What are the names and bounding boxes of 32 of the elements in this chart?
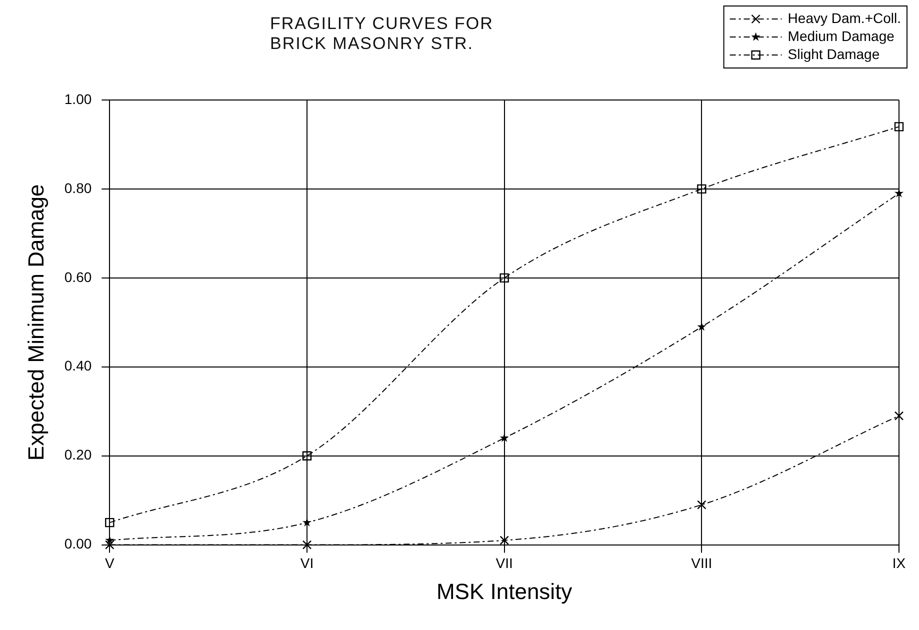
- point: [697, 500, 706, 510]
- y-tick-label: 0.00: [64, 536, 92, 552]
- x-tick-label: VII: [496, 555, 513, 572]
- y-tick-label: 0.40: [64, 358, 92, 374]
- point: [894, 411, 904, 420]
- point: [500, 273, 509, 283]
- point: [500, 536, 509, 545]
- legend-label: Medium Damage: [788, 28, 895, 44]
- y-tick-label: 0.20: [64, 446, 92, 463]
- point: [697, 322, 706, 331]
- y-tick-label: 1.00: [64, 90, 92, 107]
- point: [697, 184, 706, 194]
- point: [302, 540, 312, 550]
- point: [105, 518, 114, 528]
- legend-label: Heavy Dam.+Coll.: [788, 10, 901, 26]
- x-tick-label: IX: [892, 555, 906, 572]
- y-axis-title: Expected Minimum Damage: [23, 184, 48, 461]
- y-tick-label: 0.80: [64, 180, 92, 196]
- point: [105, 540, 114, 550]
- point: [105, 536, 114, 544]
- x-tick-label: VI: [300, 555, 314, 572]
- point: [894, 188, 904, 198]
- point: [302, 518, 312, 526]
- x-tick-label: V: [104, 555, 115, 572]
- point: [302, 451, 312, 460]
- point: [500, 433, 509, 442]
- x-tick-label: VIII: [691, 555, 712, 572]
- y-tick-label: 0.60: [64, 268, 92, 285]
- point: [894, 122, 904, 132]
- x-axis-title: MSK Intensity: [436, 578, 572, 604]
- legend-label: Slight Damage: [788, 46, 880, 62]
- chart-title: FRAGILITY CURVES FOR BRICK MASONRY STR.: [270, 14, 494, 54]
